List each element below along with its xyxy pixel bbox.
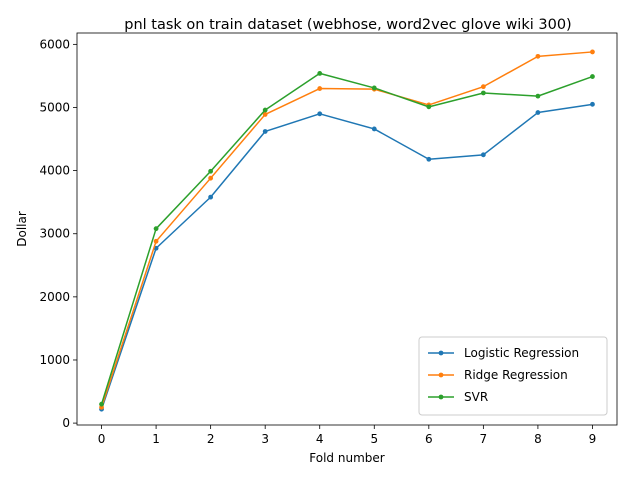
data-point	[208, 194, 214, 200]
y-tick-label: 4000	[39, 164, 70, 178]
data-point	[426, 104, 432, 110]
data-point	[535, 53, 541, 59]
data-point	[208, 175, 214, 181]
y-tick-label: 5000	[39, 100, 70, 114]
x-tick-label: 2	[207, 432, 215, 446]
data-point	[262, 129, 268, 134]
data-point	[371, 126, 377, 132]
legend-label: Logistic Regression	[464, 346, 579, 360]
series-line	[100, 103, 593, 410]
data-point	[480, 152, 486, 158]
data-point	[371, 85, 377, 91]
legend-swatch-marker	[438, 350, 444, 356]
data-point	[480, 84, 486, 90]
legend-label: SVR	[464, 390, 488, 404]
series-layer	[99, 49, 595, 412]
series-line	[100, 51, 593, 408]
x-tick-label: 3	[261, 432, 269, 446]
legend-label: Ridge Regression	[464, 368, 568, 382]
data-point	[317, 111, 323, 117]
x-tick-label: 8	[534, 432, 542, 446]
x-axis: 0 1 2 3 4 5 6 7 8 9	[98, 425, 597, 446]
x-tick-label: 1	[152, 432, 160, 446]
data-point	[99, 401, 104, 407]
x-tick-label: 7	[480, 432, 488, 446]
data-point	[208, 168, 214, 174]
data-point	[535, 110, 541, 115]
y-axis-label: Dollar	[15, 211, 29, 247]
legend-item: Logistic Regression	[428, 346, 579, 360]
legend-item: SVR	[428, 390, 488, 404]
legend-box	[418, 336, 608, 416]
y-axis: 0 1000 2000 3000 4000 5000 6000	[39, 37, 77, 430]
series-svr	[99, 70, 595, 407]
legend-item: Ridge Regression	[428, 368, 568, 382]
x-tick-label: 0	[98, 432, 106, 446]
chart-title: pnl task on train dataset (webhose, word…	[124, 17, 571, 33]
data-point	[426, 156, 432, 162]
x-tick-label: 6	[425, 432, 433, 446]
data-point	[317, 86, 323, 91]
data-point	[317, 70, 323, 76]
x-tick-label: 5	[370, 432, 378, 446]
data-point	[590, 101, 595, 107]
data-point	[535, 93, 541, 99]
data-point	[480, 90, 486, 96]
y-tick-label: 3000	[39, 227, 70, 241]
x-axis-label: Fold number	[309, 451, 384, 465]
legend-swatch-marker	[438, 372, 444, 378]
x-tick-label: 9	[589, 432, 597, 446]
x-tick-label: 4	[316, 432, 324, 446]
axis-spines	[76, 32, 618, 426]
legend-swatch-marker	[438, 394, 444, 400]
y-tick-label: 0	[62, 416, 70, 430]
y-tick-label: 6000	[39, 37, 70, 51]
data-point	[153, 226, 159, 232]
y-tick-label: 1000	[39, 353, 70, 367]
plot-frame-border	[76, 32, 618, 426]
y-tick-label: 2000	[39, 290, 70, 304]
data-point	[590, 74, 595, 79]
series-line	[100, 72, 593, 405]
data-point	[153, 238, 159, 244]
legend: Logistic Regression Ridge Regression SVR	[418, 336, 608, 416]
data-point	[590, 49, 595, 55]
data-point	[262, 112, 268, 117]
data-point	[262, 107, 268, 113]
